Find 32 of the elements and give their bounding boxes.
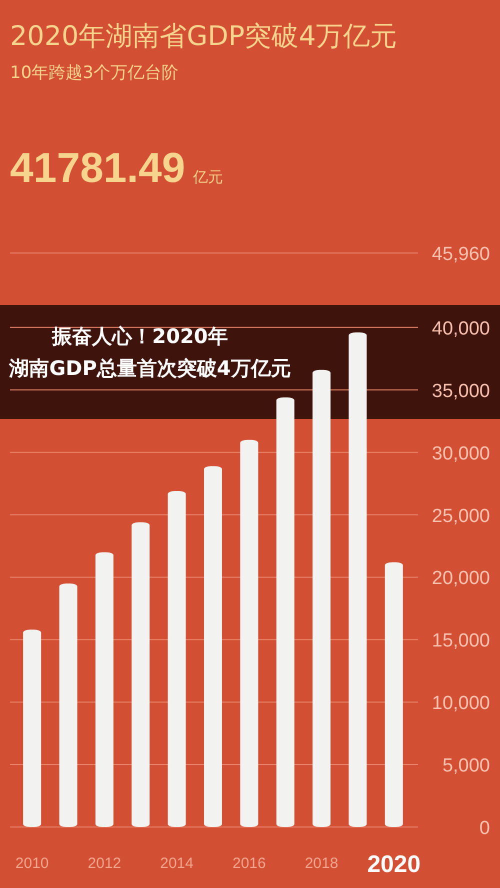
y-tick-label: 5,000 <box>442 756 490 777</box>
bar <box>312 370 331 827</box>
y-tick-label: 15,000 <box>432 630 490 652</box>
x-tick-label: 2016 <box>232 855 266 872</box>
bar <box>168 491 186 827</box>
bar <box>348 332 367 827</box>
bar <box>132 522 150 827</box>
bar <box>59 583 78 827</box>
chart-title: 2020年湖南省GDP突破4万亿元 <box>10 21 397 52</box>
bar <box>204 466 222 827</box>
y-tick-label: 45,960 <box>432 244 490 265</box>
x-tick-label: 2012 <box>88 855 122 872</box>
annotation: 振奋人心！2020年 <box>51 324 228 348</box>
x-tick-label: 2014 <box>160 855 194 872</box>
x-tick-label: 2020 <box>367 851 421 878</box>
y-tick-label: 10,000 <box>432 693 490 714</box>
y-tick-label: 35,000 <box>432 380 490 402</box>
y-tick-label: 30,000 <box>432 443 490 464</box>
y-tick-label: 25,000 <box>432 506 490 527</box>
bar <box>23 630 42 827</box>
y-tick-label: 40,000 <box>432 318 490 340</box>
x-tick-label: 2018 <box>304 855 338 872</box>
bar <box>95 552 114 827</box>
text: 41781.49 亿元 <box>10 144 224 191</box>
annotation: 湖南GDP总量首次突破4万亿元 <box>8 356 291 380</box>
bar <box>384 562 403 827</box>
bar <box>276 397 294 827</box>
bar <box>240 440 258 827</box>
chart-subtitle: 10年跨越3个万亿台阶 <box>10 63 178 83</box>
x-tick-label: 2010 <box>15 855 49 872</box>
y-tick-label: 20,000 <box>432 568 490 590</box>
y-tick-label: 0 <box>479 818 490 839</box>
